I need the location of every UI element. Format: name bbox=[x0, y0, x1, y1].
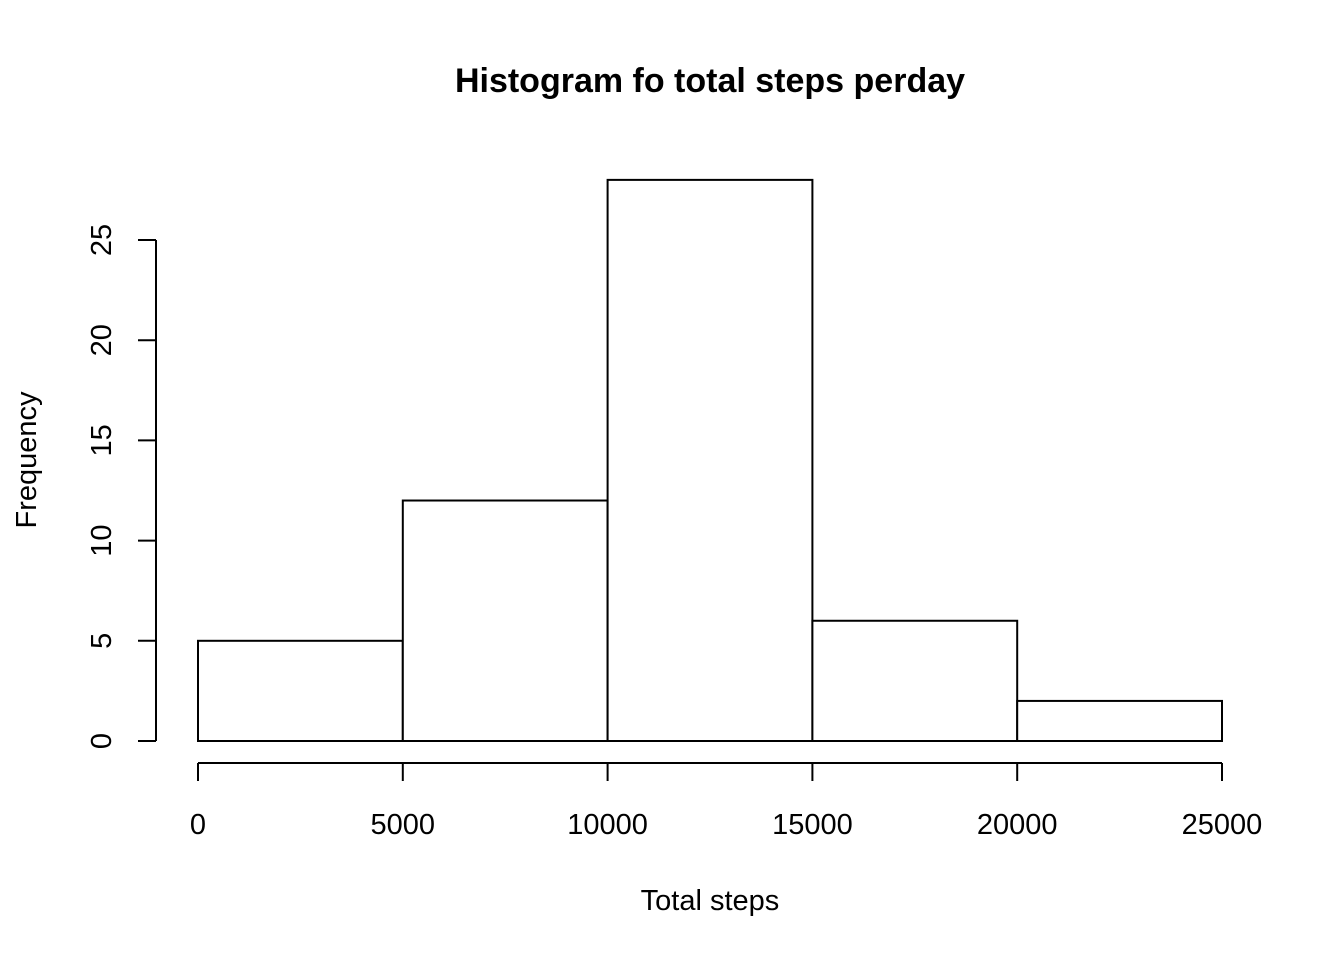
x-tick-label-2: 10000 bbox=[567, 809, 648, 841]
x-axis: 0 5000 10000 15000 20000 25000 bbox=[190, 762, 1263, 841]
bars-group bbox=[197, 178, 1224, 743]
histogram-bar-4 bbox=[1016, 699, 1224, 742]
histogram-bar-2 bbox=[606, 178, 814, 742]
histogram-bar-0 bbox=[197, 639, 404, 742]
y-tick-label-5: 25 bbox=[86, 224, 118, 256]
y-tick-label-4: 20 bbox=[86, 324, 118, 356]
x-tick-label-0: 0 bbox=[190, 809, 206, 841]
x-axis-label: Total steps bbox=[641, 885, 780, 917]
y-tick-label-0: 0 bbox=[86, 733, 118, 749]
y-tick-label-1: 5 bbox=[86, 633, 118, 649]
y-tick-label-2: 10 bbox=[86, 524, 118, 556]
y-tick-label-3: 15 bbox=[86, 424, 118, 456]
histogram-bar-1 bbox=[401, 499, 609, 742]
x-tick-label-5: 25000 bbox=[1182, 809, 1263, 841]
histogram-bar-3 bbox=[811, 619, 1019, 743]
x-tick-label-3: 15000 bbox=[772, 809, 853, 841]
y-axis: 0 5 10 15 20 25 bbox=[86, 224, 157, 749]
y-axis-label: Frequency bbox=[11, 391, 43, 529]
x-tick-label-1: 5000 bbox=[371, 809, 436, 841]
x-tick-label-4: 20000 bbox=[977, 809, 1058, 841]
chart-title: Histogram fo total steps perday bbox=[455, 62, 965, 100]
